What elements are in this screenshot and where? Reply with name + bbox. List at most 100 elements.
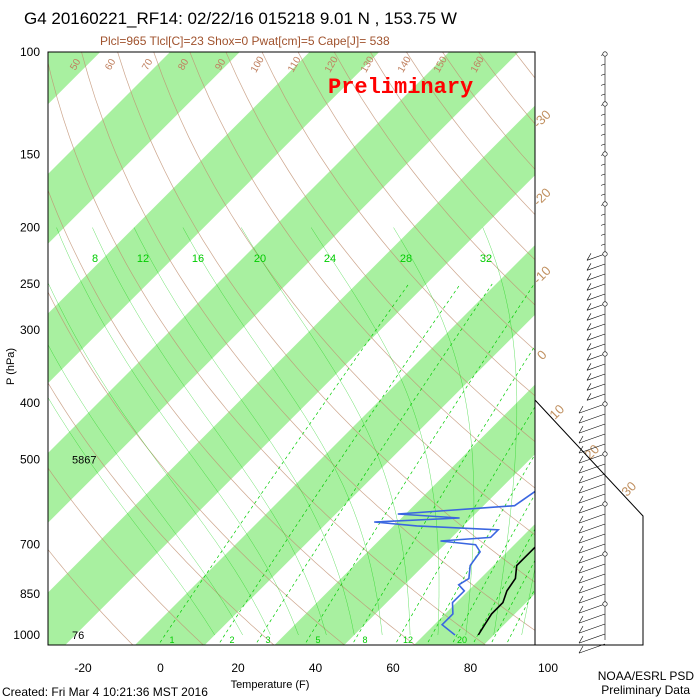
wind-barb-staff [600, 183, 606, 186]
wind-barb-staff [586, 373, 606, 381]
wind-barb-flag [586, 293, 592, 301]
preliminary-watermark: Preliminary [328, 75, 473, 100]
wind-barb-flag [578, 635, 584, 644]
dry-adiabat-label: 50 [68, 57, 83, 73]
wind-barb-staff [578, 473, 606, 484]
wind-calm-circle [602, 401, 608, 407]
mixing-ratio-label: 8 [92, 253, 98, 265]
dry-adiabat-line [48, 548, 134, 645]
wind-barb-staff [578, 443, 606, 454]
wind-barb-flag [578, 565, 584, 574]
wind-barb [578, 523, 606, 534]
dry-adiabat-line [333, 52, 535, 306]
dry-adiabat-line [48, 61, 487, 645]
wind-barb-flag [586, 383, 592, 391]
mixing-ratio-label: 32 [480, 253, 492, 265]
wind-barb-flag [586, 363, 592, 371]
wind-barb-staff [586, 273, 606, 281]
bottom-mixing-label: 2 [229, 635, 234, 645]
wind-barb [578, 463, 606, 474]
data-status-label: Preliminary Data [601, 683, 690, 697]
wind-barb-flag [578, 555, 584, 564]
wind-barb [600, 163, 606, 166]
wind-barb [578, 423, 606, 434]
dry-adiabat-line [48, 189, 416, 645]
wind-barb-staff [578, 423, 606, 434]
wind-barb [578, 451, 608, 464]
wind-barb [600, 93, 606, 96]
wind-barb [600, 51, 608, 57]
wind-barb [586, 301, 608, 311]
wind-barb [586, 323, 606, 331]
wind-barb [586, 313, 606, 321]
wind-barb [578, 573, 606, 584]
wind-barb [578, 601, 608, 614]
wind-barb-flag [578, 435, 584, 444]
wind-barb [578, 563, 606, 574]
isotherm-band [48, 105, 535, 645]
moist-adiabat-line [310, 227, 440, 636]
wind-barb-flag [578, 525, 584, 534]
wind-barb-staff [578, 643, 606, 654]
dry-adiabat-line [48, 382, 275, 645]
wind-barb [600, 233, 606, 236]
moist-adiabat-line [48, 397, 216, 636]
wind-calm-circle [602, 451, 608, 457]
sounding-series [374, 490, 535, 636]
moist-adiabat-line [240, 227, 411, 636]
wind-barb [586, 383, 606, 391]
wind-barb-staff [578, 483, 606, 494]
wind-barb [578, 513, 606, 524]
dry-adiabat-label: 80 [176, 57, 191, 73]
wind-barb-flag [586, 303, 592, 311]
dry-adiabat-line [551, 52, 700, 647]
wind-barb-staff [586, 343, 606, 351]
dry-adiabat-line [297, 52, 535, 351]
wind-barb [578, 633, 606, 644]
wind-barb-flag [586, 273, 592, 281]
wind-barb-flag [578, 485, 584, 494]
wind-barb-staff [600, 93, 606, 96]
wind-barb-flag [578, 475, 584, 484]
wind-calm-circle [602, 551, 608, 557]
x-axis-title: Temperature (F) [231, 679, 310, 691]
wind-barb [578, 551, 608, 564]
wind-barb [600, 151, 608, 157]
wind-barb-staff [578, 583, 606, 594]
mixing-ratio-line [489, 559, 535, 645]
wind-barb [578, 593, 606, 604]
height-label: 5867 [72, 454, 96, 466]
wind-calm-circle [602, 601, 608, 607]
isotherm-band [48, 52, 101, 105]
wind-barb [600, 143, 606, 146]
isotherm-band [48, 52, 240, 244]
mixing-ratio-line [472, 528, 535, 645]
wind-barb-flag [586, 253, 592, 261]
wind-barb-staff [586, 353, 606, 361]
y-axis-title: P (hPa) [5, 348, 17, 385]
wind-barb-staff [600, 133, 606, 136]
wind-barb-staff [600, 223, 606, 226]
moist-adiabat-line [92, 227, 327, 636]
isotherm-band [134, 244, 535, 645]
wind-barb-staff [600, 233, 606, 236]
wind-barb [600, 193, 606, 196]
wind-barb-flag [578, 535, 584, 544]
y-tick-label: 150 [20, 148, 40, 162]
wind-barb [600, 101, 608, 107]
bottom-mixing-label: 5 [315, 635, 320, 645]
wind-barb [586, 283, 606, 291]
y-tick-label: 500 [20, 452, 40, 466]
wind-barb-staff [600, 73, 606, 76]
wind-barb-staff [578, 493, 606, 504]
mixing-ratio-line [505, 588, 535, 645]
isotherm-label: 10 [546, 401, 567, 422]
x-tick-label: 60 [386, 661, 400, 675]
wind-barb-staff [600, 63, 606, 66]
wind-barb-staff [600, 83, 606, 86]
isotherm-band [551, 52, 700, 647]
wind-barb [600, 83, 606, 86]
dry-adiabat-label: 60 [103, 57, 118, 73]
mixing-ratio-label: 28 [400, 253, 412, 265]
wind-barb-flag [578, 515, 584, 524]
